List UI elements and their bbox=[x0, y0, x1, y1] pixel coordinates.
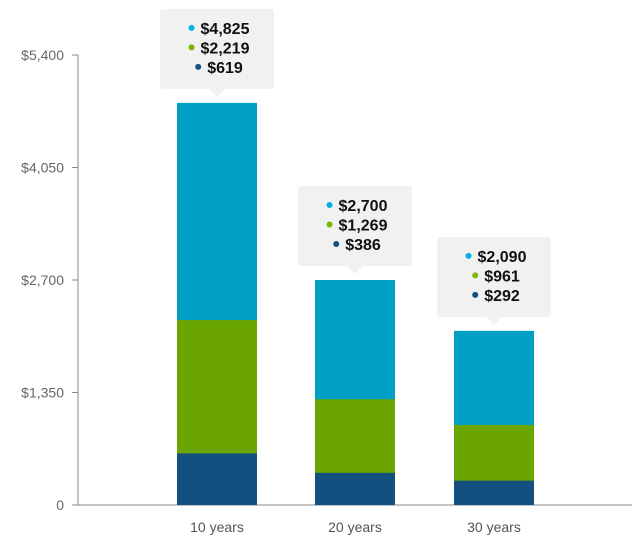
legend-dot-icon bbox=[188, 44, 195, 51]
bar-segment-3 bbox=[177, 453, 257, 505]
tooltip-pointer bbox=[347, 266, 363, 274]
tooltip-box bbox=[160, 8, 274, 89]
legend-dot-icon bbox=[472, 291, 479, 298]
bar-segment-3 bbox=[315, 472, 395, 505]
x-category-label: 10 years bbox=[190, 519, 244, 535]
y-tick-label: $5,400 bbox=[21, 47, 64, 63]
tooltip-box bbox=[298, 186, 412, 266]
tooltip-pointer bbox=[486, 316, 502, 325]
tooltip-value: $619 bbox=[207, 60, 243, 77]
x-category-label: 20 years bbox=[328, 519, 382, 535]
tooltip-value: $1,269 bbox=[339, 218, 388, 235]
y-tick-label: $1,350 bbox=[21, 385, 64, 401]
tooltip-value: $2,700 bbox=[339, 198, 388, 215]
tooltip-value: $292 bbox=[484, 288, 520, 305]
tooltip-box bbox=[437, 236, 551, 317]
legend-dot-icon bbox=[326, 202, 333, 208]
y-tick-label: 0 bbox=[56, 497, 64, 513]
legend-dot-icon bbox=[472, 272, 479, 279]
tooltip-value: $961 bbox=[484, 268, 520, 285]
legend-dot-icon bbox=[465, 252, 472, 259]
legend-dot-icon bbox=[195, 63, 202, 70]
bar-segment-3 bbox=[454, 480, 534, 505]
legend-dot-icon bbox=[333, 241, 340, 247]
y-tick-label: $2,700 bbox=[21, 272, 64, 288]
tooltip-value: $4,825 bbox=[201, 21, 250, 38]
legend-dot-icon bbox=[188, 24, 195, 31]
tooltip-value: $2,090 bbox=[478, 249, 527, 266]
legend-dot-icon bbox=[326, 221, 333, 228]
tooltip-value: $386 bbox=[345, 237, 381, 254]
x-category-label: 30 years bbox=[467, 519, 521, 535]
tooltip-value: $2,219 bbox=[201, 40, 250, 57]
tooltip-pointer bbox=[209, 88, 225, 97]
y-tick-label: $4,050 bbox=[21, 160, 64, 176]
